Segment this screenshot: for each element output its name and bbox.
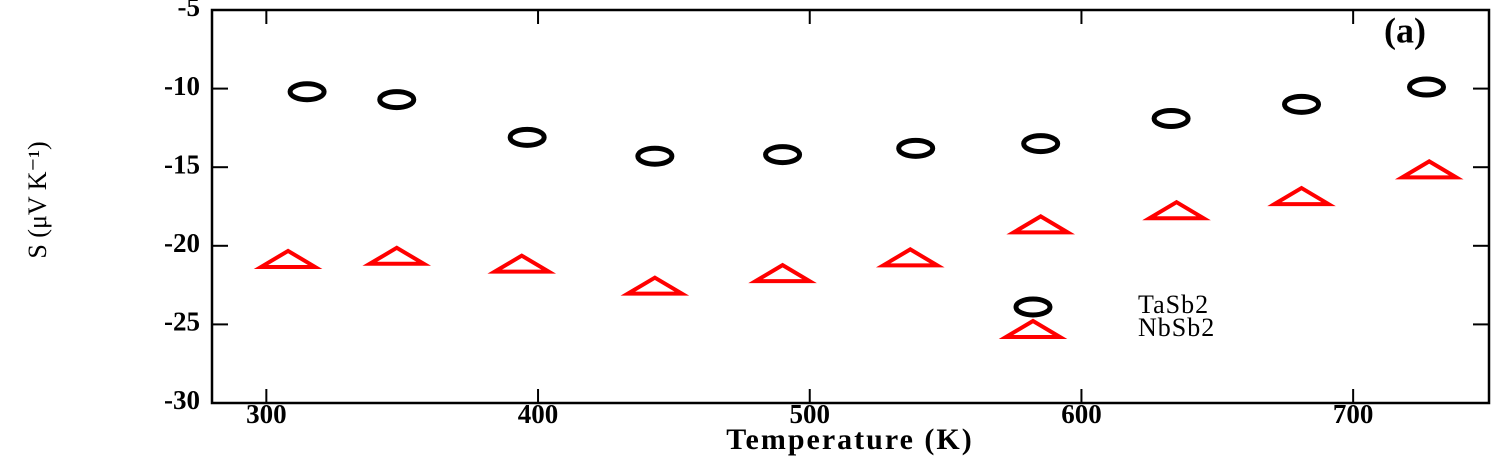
- legend-label: NbSb2: [1138, 313, 1215, 342]
- circle-marker: [377, 89, 417, 111]
- x-tick-label: 300: [246, 399, 287, 429]
- y-tick-label: -20: [164, 228, 200, 258]
- triangle-marker: [253, 248, 323, 269]
- y-tick-label: -30: [164, 385, 200, 415]
- y-tick-label: -5: [178, 0, 201, 22]
- circle-marker: [896, 137, 936, 159]
- legend-label: TaSb2: [1138, 290, 1209, 319]
- circle-marker: [287, 81, 327, 103]
- y-tick-label: -15: [164, 149, 200, 179]
- triangle-marker: [875, 247, 945, 268]
- x-tick-label: 400: [518, 399, 559, 429]
- circle-marker: [1151, 107, 1191, 129]
- x-tick-label: 700: [1333, 399, 1374, 429]
- circle-marker: [507, 126, 547, 148]
- triangle-marker: [748, 262, 817, 284]
- circle-marker: [1021, 133, 1061, 155]
- circle-marker: [1282, 93, 1322, 115]
- x-tick-label: 600: [1061, 399, 1102, 429]
- circle-marker: [763, 144, 803, 166]
- x-axis-label: Temperature (K): [726, 423, 973, 456]
- triangle-marker: [620, 275, 690, 296]
- triangle-marker: [1006, 214, 1075, 235]
- legend-marker: [998, 318, 1068, 339]
- triangle-marker: [487, 253, 557, 274]
- triangle-marker: [362, 245, 432, 266]
- circle-marker: [635, 145, 675, 167]
- triangle-marker: [1394, 159, 1464, 180]
- y-tick-label: -25: [164, 307, 200, 337]
- triangle-marker: [1142, 199, 1211, 221]
- annotation: (a): [1384, 10, 1426, 50]
- plot-frame: [210, 8, 1491, 405]
- legend-marker: [1013, 296, 1053, 318]
- y-axis-label: S (μV K⁻¹): [23, 141, 52, 258]
- triangle-marker: [1267, 185, 1336, 207]
- circle-marker: [1407, 76, 1447, 98]
- y-tick-label: -10: [164, 71, 200, 101]
- x-tick-label: 500: [789, 399, 830, 429]
